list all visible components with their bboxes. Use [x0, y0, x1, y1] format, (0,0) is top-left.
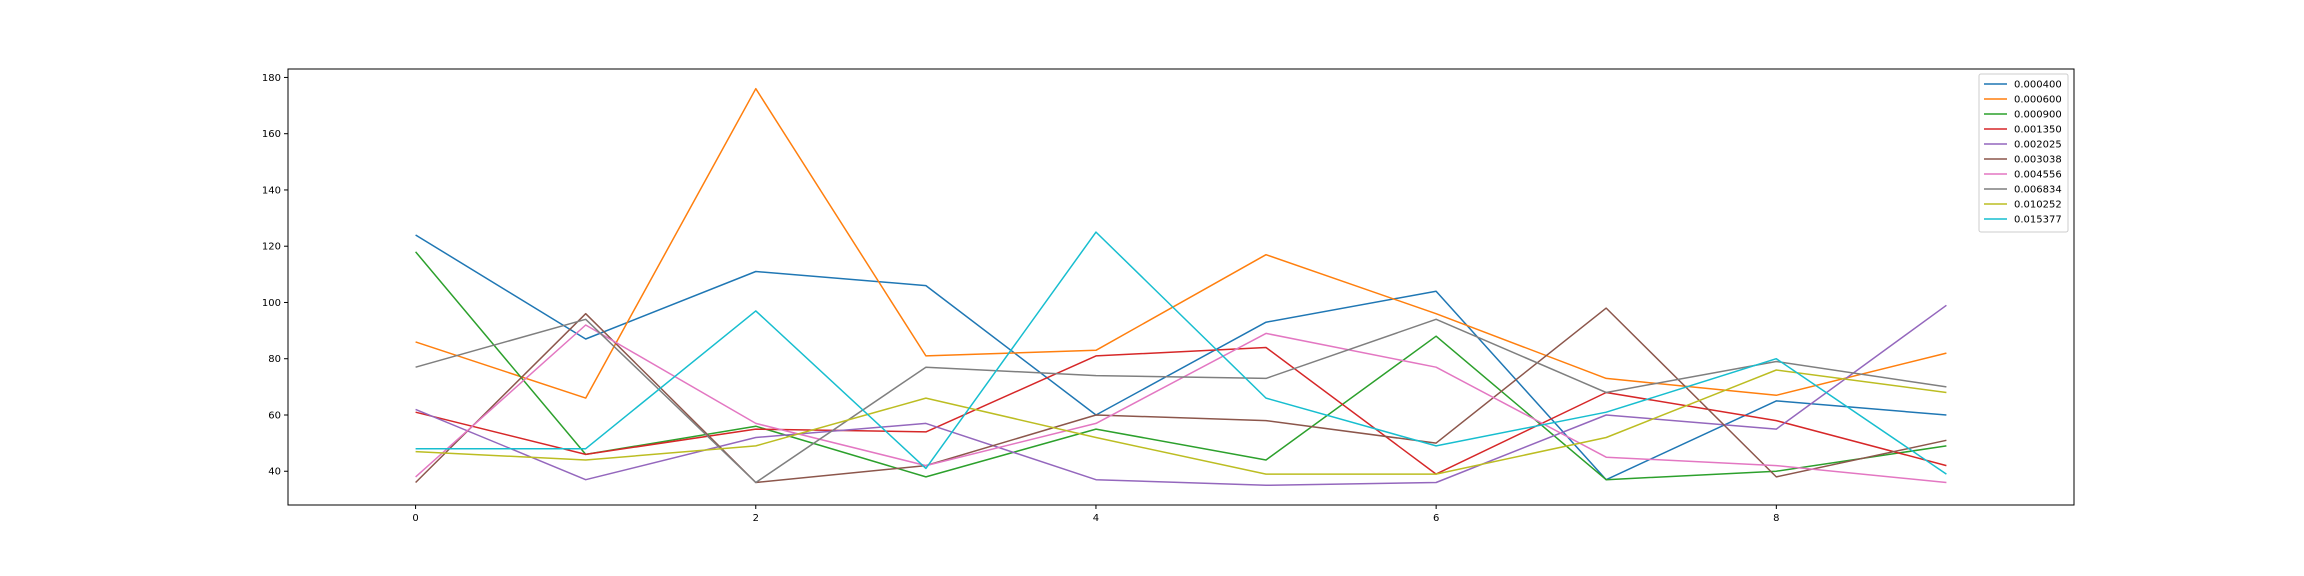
legend-label: 0.000400: [2014, 80, 2062, 91]
series-line-2: [415, 251, 1947, 481]
y-tick-label: 160: [262, 129, 281, 140]
series-line-7: [415, 318, 1947, 484]
legend-label: 0.006834: [2014, 185, 2062, 196]
y-tick-label: 120: [262, 242, 281, 253]
y-tick-label: 100: [262, 298, 281, 309]
series-line-3: [415, 346, 1947, 475]
series-line-8: [415, 369, 1947, 475]
series-line-5: [415, 307, 1947, 484]
plot-layer: [415, 87, 1947, 487]
legend: 0.000400 0.000600 0.000900 0.001350 0.002025…: [1978, 73, 2069, 233]
series-line-0: [415, 234, 1947, 481]
x-tick-label: 8: [1773, 513, 1779, 524]
legend-label: 0.004556: [2014, 170, 2062, 181]
axes-layer: 0 2 4 6 8 40 60 80 100 120 140 160 180: [262, 73, 1780, 524]
x-tick-label: 4: [1093, 513, 1099, 524]
y-tick-label: 80: [268, 354, 281, 365]
legend-label: 0.010252: [2014, 200, 2062, 211]
y-tick-label: 60: [268, 410, 281, 421]
legend-label: 0.000600: [2014, 95, 2062, 106]
x-tick-label: 2: [753, 513, 759, 524]
series-line-1: [415, 87, 1947, 399]
legend-label: 0.002025: [2014, 140, 2062, 151]
y-tick-label: 180: [262, 73, 281, 84]
legend-label: 0.015377: [2014, 215, 2062, 226]
y-tick-label: 140: [262, 185, 281, 196]
series-line-4: [415, 304, 1947, 487]
x-tick-label: 6: [1433, 513, 1439, 524]
legend-label: 0.000900: [2014, 110, 2062, 121]
x-tick-label: 0: [412, 513, 418, 524]
legend-label: 0.003038: [2014, 155, 2062, 166]
y-tick-label: 40: [268, 467, 281, 478]
legend-label: 0.001350: [2014, 125, 2062, 136]
plot-frame: [287, 68, 2075, 506]
series-line-9: [415, 231, 1947, 475]
series-line-6: [415, 324, 1947, 484]
